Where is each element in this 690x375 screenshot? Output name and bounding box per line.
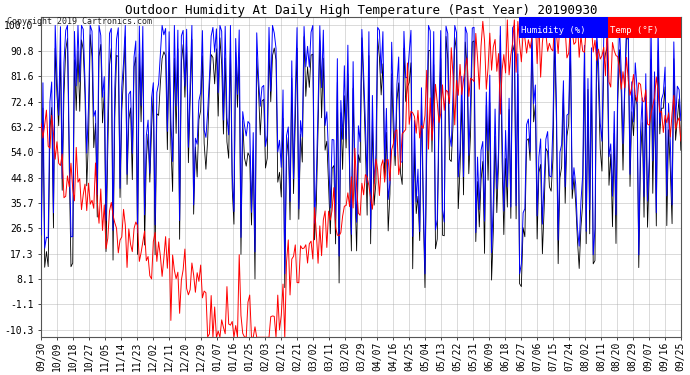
Title: Outdoor Humidity At Daily High Temperature (Past Year) 20190930: Outdoor Humidity At Daily High Temperatu… — [125, 4, 598, 17]
Text: Copyright 2019 Cartronics.com: Copyright 2019 Cartronics.com — [7, 17, 152, 26]
Text: Humidity (%): Humidity (%) — [521, 26, 585, 35]
Text: Temp (°F): Temp (°F) — [611, 26, 659, 35]
